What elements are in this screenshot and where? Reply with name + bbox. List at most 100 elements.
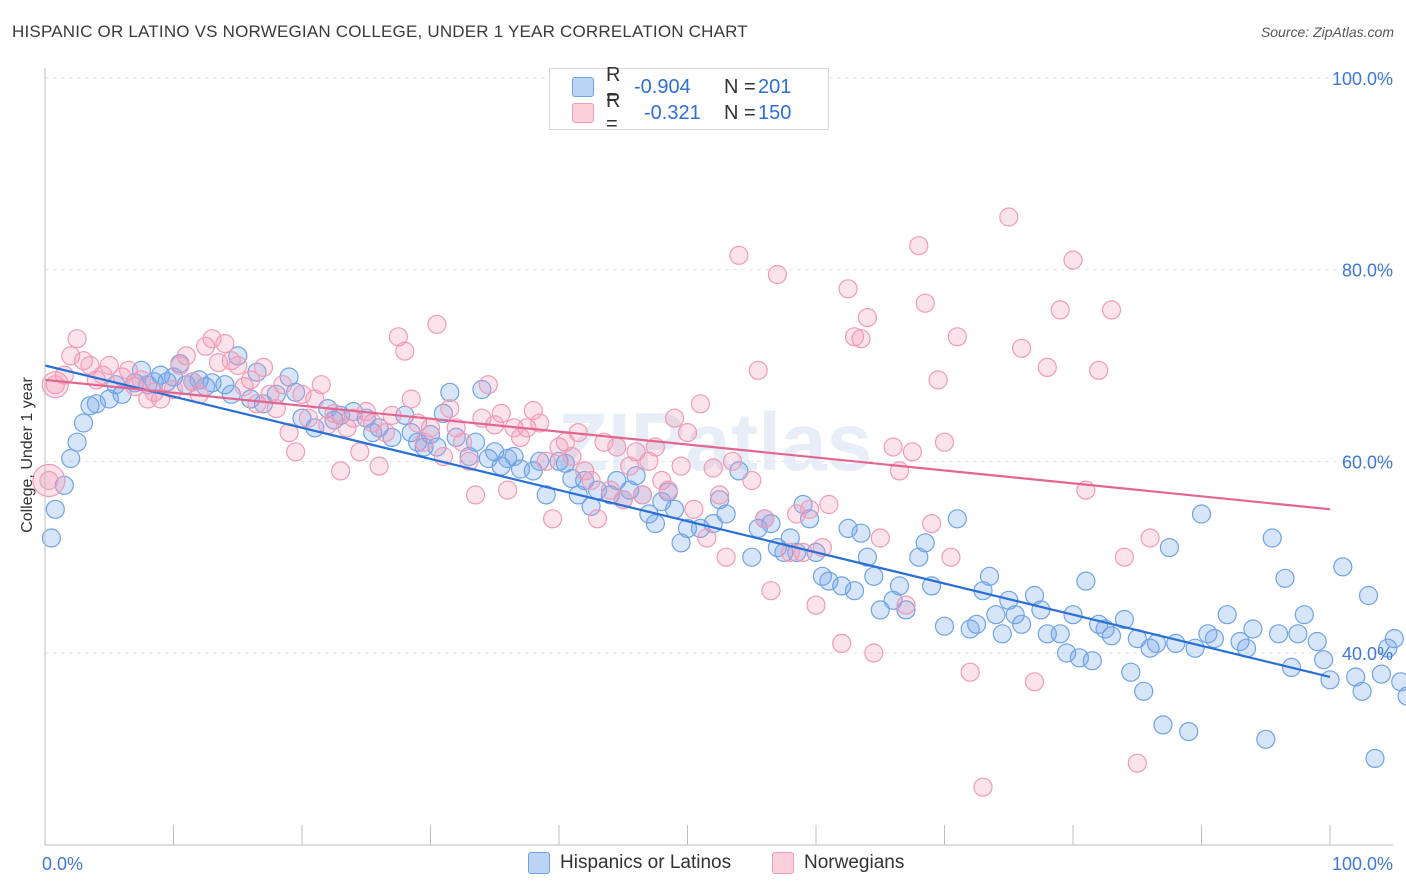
norwegian-point bbox=[607, 437, 627, 457]
norwegian-point bbox=[99, 355, 119, 376]
hispanic-point bbox=[1262, 528, 1282, 548]
hispanic-point bbox=[645, 513, 666, 534]
norwegian-point bbox=[1089, 360, 1109, 380]
hispanic-point bbox=[99, 389, 119, 409]
norwegian-point bbox=[1114, 547, 1135, 567]
hispanic-point bbox=[992, 624, 1012, 644]
norwegian-point bbox=[664, 408, 685, 428]
norwegian-point bbox=[562, 446, 582, 467]
hispanic-point bbox=[934, 616, 955, 636]
norwegian-point bbox=[754, 509, 775, 529]
norwegian-point bbox=[337, 418, 357, 438]
norwegian-point bbox=[118, 360, 139, 380]
hispanic-point bbox=[1307, 631, 1327, 652]
hispanic-point bbox=[889, 576, 910, 596]
bottom-legend-label-norwegian: Norwegians bbox=[804, 852, 905, 873]
hispanic-point bbox=[459, 446, 479, 467]
norwegian-point bbox=[523, 400, 543, 421]
norwegian-point bbox=[921, 513, 942, 534]
norwegian-point bbox=[363, 413, 383, 433]
norwegian-point bbox=[819, 494, 839, 515]
hispanic-point bbox=[947, 509, 967, 529]
norwegian-point bbox=[1024, 672, 1045, 692]
norwegian-point bbox=[864, 643, 884, 663]
norwegian-point bbox=[446, 418, 466, 438]
watermark: ZIPatlas bbox=[558, 397, 872, 488]
hispanic-trend-line bbox=[44, 364, 1331, 679]
norwegian-point bbox=[215, 333, 235, 354]
norwegian-point bbox=[1011, 338, 1032, 358]
norwegian-point bbox=[1050, 300, 1070, 320]
hispanic-point bbox=[716, 504, 736, 524]
legend: R = -0.904 N = 201 R = -0.321 N = 150 bbox=[549, 64, 829, 135]
norwegian-point bbox=[883, 437, 903, 457]
bottom-legend-norwegian: Norwegians bbox=[772, 852, 904, 874]
hispanic-point bbox=[896, 600, 916, 620]
hispanic-point bbox=[1288, 624, 1308, 644]
norwegian-point bbox=[658, 480, 678, 500]
norwegian-point bbox=[1140, 528, 1160, 548]
norwegian-point bbox=[253, 357, 274, 377]
norwegian-point bbox=[61, 346, 81, 366]
hispanic-point bbox=[1005, 605, 1025, 625]
hispanic-point bbox=[857, 547, 878, 567]
hispanic-point bbox=[1256, 729, 1276, 749]
hispanic-point bbox=[1011, 614, 1032, 634]
legend-row-norwegian: R = -0.321 N = 150 bbox=[572, 90, 792, 135]
hispanic-point bbox=[523, 461, 543, 481]
hispanic-point bbox=[626, 466, 646, 486]
norwegian-point bbox=[639, 451, 659, 471]
norwegian-point bbox=[331, 461, 351, 481]
points-layer bbox=[32, 207, 1406, 797]
hispanic-point bbox=[420, 424, 441, 445]
hispanic-point bbox=[1268, 624, 1289, 644]
norwegian-point bbox=[671, 456, 691, 476]
norwegian-point bbox=[292, 384, 312, 404]
chart-title: HISPANIC OR LATINO VS NORWEGIAN COLLEGE,… bbox=[12, 22, 748, 41]
hispanic-point bbox=[1397, 686, 1406, 706]
hispanic-point bbox=[1134, 681, 1154, 701]
norwegian-point bbox=[298, 408, 318, 428]
norwegian-point bbox=[729, 245, 749, 265]
norwegian-point bbox=[793, 542, 813, 563]
norwegian-point bbox=[440, 399, 460, 419]
norwegian-point bbox=[67, 329, 87, 349]
hispanic-point bbox=[979, 566, 1000, 586]
hispanic-point bbox=[1114, 609, 1135, 630]
legend-n-value: 150 bbox=[758, 101, 792, 124]
norwegian-point bbox=[600, 480, 621, 500]
norwegian-point bbox=[478, 375, 498, 395]
hispanic-point bbox=[67, 432, 87, 452]
hispanic-point bbox=[1204, 628, 1225, 649]
y-tick-label: 40.0% bbox=[1342, 644, 1393, 664]
norwegian-point bbox=[459, 451, 479, 471]
norwegian-point bbox=[999, 207, 1019, 227]
norwegian-point bbox=[716, 547, 736, 567]
norwegian-point bbox=[941, 547, 961, 567]
norwegian-point bbox=[491, 403, 511, 423]
hispanic-point bbox=[1313, 650, 1334, 670]
bottom-legend-hispanic: Hispanics or Latinos bbox=[528, 852, 731, 874]
legend-n-label: N = bbox=[724, 101, 756, 124]
hispanic-point bbox=[1076, 571, 1096, 591]
hispanic-point bbox=[864, 566, 884, 586]
hispanic-point bbox=[1159, 537, 1180, 558]
norwegian-point bbox=[902, 442, 923, 462]
norwegian-point bbox=[748, 360, 768, 380]
norwegian-point bbox=[709, 485, 730, 505]
norwegian-point bbox=[960, 662, 980, 682]
norwegian-point bbox=[395, 341, 415, 361]
source-label: Source: ZipAtlas.com bbox=[1260, 24, 1394, 40]
bottom-legend-label-hispanic: Hispanics or Latinos bbox=[560, 852, 732, 873]
hispanic-point bbox=[1191, 504, 1212, 524]
norwegian-point bbox=[934, 432, 955, 452]
hispanic-point bbox=[504, 446, 524, 467]
hispanic-point bbox=[870, 600, 890, 620]
hispanic-point bbox=[1384, 628, 1404, 649]
hispanic-point bbox=[1358, 585, 1379, 606]
hispanic-point bbox=[1365, 748, 1385, 769]
norwegian-point bbox=[973, 777, 993, 797]
norwegian-point bbox=[170, 355, 190, 376]
norwegian-point bbox=[80, 355, 100, 376]
legend-r-value: -0.321 bbox=[644, 101, 701, 124]
